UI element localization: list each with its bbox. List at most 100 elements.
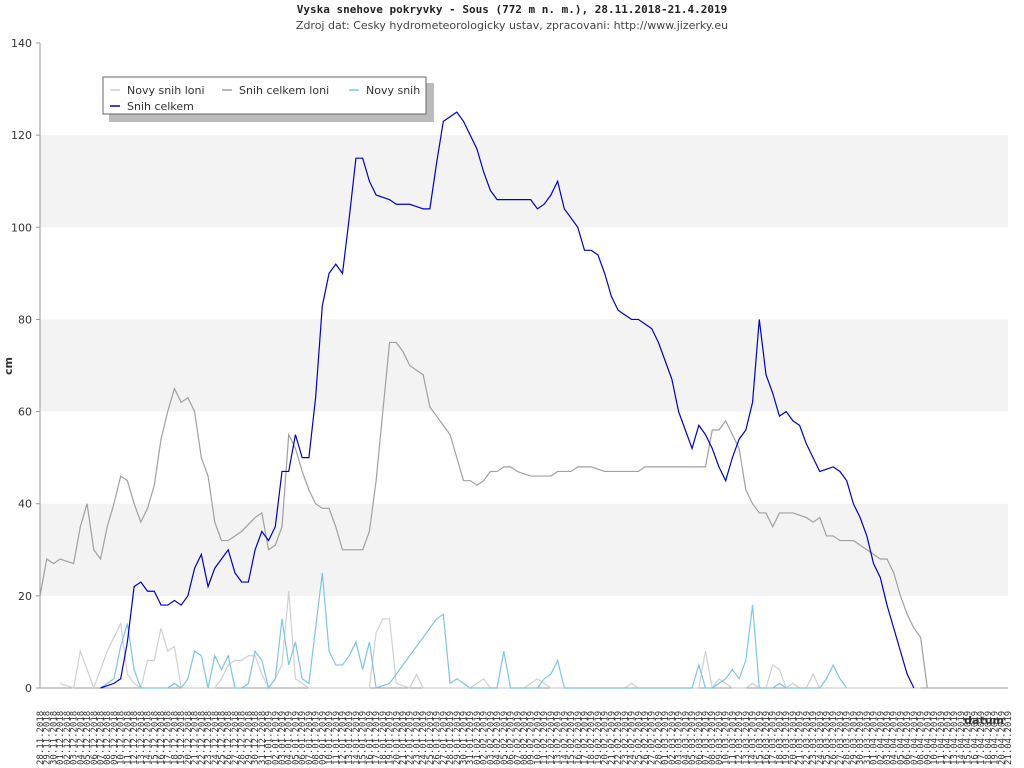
- x-tick-label: 13.02.2019: [554, 711, 564, 765]
- x-tick-label: 10.12.2018: [117, 711, 127, 765]
- x-tick-label: 01.12.2018: [56, 711, 66, 765]
- legend-label: Snih celkem loni: [239, 84, 329, 97]
- x-tick-label: 11.02.2019: [540, 711, 550, 765]
- x-tick-label: 22.02.2019: [614, 711, 624, 765]
- x-tick-label: 05.03.2019: [688, 711, 698, 765]
- x-tick-label: 12.01.2019: [339, 711, 349, 765]
- x-tick-label: 30.12.2018: [251, 711, 261, 765]
- x-tick-label: 13.12.2018: [137, 711, 147, 765]
- x-tick-label: 09.04.2019: [923, 711, 933, 765]
- x-tick-label: 29.11.2018: [43, 711, 53, 765]
- x-tick-label: 26.12.2018: [224, 711, 234, 765]
- x-tick-label: 21.02.2019: [607, 711, 617, 765]
- legend-label: Snih celkem: [127, 100, 194, 113]
- x-tick-label: 16.01.2019: [365, 711, 375, 765]
- x-tick-label: 20.01.2019: [392, 711, 402, 765]
- x-tick-label: 13.03.2019: [742, 711, 752, 765]
- x-tick-label: 05.02.2019: [500, 711, 510, 765]
- series-line: [100, 572, 848, 690]
- x-tick-label: 22.12.2018: [197, 711, 207, 765]
- x-tick-label: 23.12.2018: [204, 711, 214, 765]
- x-tick-label: 15.01.2019: [359, 711, 369, 765]
- x-tick-label: 14.12.2018: [144, 711, 154, 765]
- x-tick-label: 27.12.2018: [231, 711, 241, 765]
- x-tick-label: 15.03.2019: [755, 711, 765, 765]
- x-tick-label: 28.01.2019: [446, 711, 456, 765]
- x-tick-label: 02.01.2019: [271, 711, 281, 765]
- x-tick-label: 19.01.2019: [386, 711, 396, 765]
- x-tick-label: 11.12.2018: [123, 711, 133, 765]
- x-tick-label: 05.04.2019: [896, 711, 906, 765]
- x-tick-label: 11.03.2019: [728, 711, 738, 765]
- x-tick-label: 07.04.2019: [910, 711, 920, 765]
- x-tick-label: 12.02.2019: [547, 711, 557, 765]
- x-tick-label: 29.01.2019: [453, 711, 463, 765]
- x-tick-label: 10.03.2019: [722, 711, 732, 765]
- y-tick-label: 120: [11, 129, 32, 142]
- x-tick-label: 18.02.2019: [587, 711, 597, 765]
- x-tick-label: 08.03.2019: [708, 711, 718, 765]
- x-tick-label: 31.01.2019: [466, 711, 476, 765]
- chart-title: Vyska snehove pokryvky - Sous (772 m n. …: [297, 3, 727, 16]
- x-tick-label: 26.03.2019: [829, 711, 839, 765]
- x-tick-label: 12.03.2019: [735, 711, 745, 765]
- x-tick-label: 07.01.2019: [305, 711, 315, 765]
- x-tick-label: 28.02.2019: [654, 711, 664, 765]
- x-tick-label: 22.03.2019: [802, 711, 812, 765]
- y-tick-label: 140: [11, 37, 32, 50]
- x-tick-label: 12.12.2018: [130, 711, 140, 765]
- x-tick-label: 11.04.2019: [937, 711, 947, 765]
- x-tick-label: 15.04.2019: [964, 711, 974, 765]
- x-tick-label: 21.04.2019: [1004, 711, 1014, 765]
- x-tick-label: 19.04.2019: [991, 711, 1001, 765]
- x-tick-label: 12.04.2019: [944, 711, 954, 765]
- x-tick-label: 23.03.2019: [809, 711, 819, 765]
- x-tick-label: 23.01.2019: [412, 711, 422, 765]
- x-tick-label: 03.04.2019: [883, 711, 893, 765]
- y-axis-label: cm: [2, 357, 15, 375]
- x-tick-label: 17.02.2019: [581, 711, 591, 765]
- x-axis-label: datum: [964, 714, 1004, 727]
- x-tick-label: 30.11.2018: [49, 711, 59, 765]
- x-tick-label: 01.03.2019: [661, 711, 671, 765]
- x-tick-label: 30.03.2019: [856, 711, 866, 765]
- y-tick-label: 40: [18, 498, 32, 511]
- chart-subtitle: Zdroj dat: Cesky hydrometeorologicky ust…: [296, 19, 728, 32]
- x-tick-label: 21.01.2019: [399, 711, 409, 765]
- x-tick-label: 01.04.2019: [870, 711, 880, 765]
- x-tick-label: 31.12.2018: [258, 711, 268, 765]
- x-tick-label: 14.04.2019: [957, 711, 967, 765]
- x-tick-label: 25.12.2018: [218, 711, 228, 765]
- legend-label: Novy snih: [366, 84, 420, 97]
- x-tick-label: 04.04.2019: [890, 711, 900, 765]
- x-tick-label: 18.12.2018: [170, 711, 180, 765]
- x-tick-label: 02.02.2019: [480, 711, 490, 765]
- x-tick-label: 26.02.2019: [641, 711, 651, 765]
- x-tick-label: 06.02.2019: [507, 711, 517, 765]
- x-tick-label: 16.03.2019: [762, 711, 772, 765]
- x-tick-label: 28.12.2018: [238, 711, 248, 765]
- x-tick-label: 25.01.2019: [426, 711, 436, 765]
- x-tick-label: 25.03.2019: [823, 711, 833, 765]
- y-tick-label: 80: [18, 313, 32, 326]
- grid-band: [40, 503, 1008, 596]
- x-tick-label: 28.03.2019: [843, 711, 853, 765]
- x-tick-label: 29.03.2019: [849, 711, 859, 765]
- y-tick-label: 0: [25, 682, 32, 695]
- x-tick-label: 18.01.2019: [379, 711, 389, 765]
- x-tick-label: 24.03.2019: [816, 711, 826, 765]
- x-tick-label: 13.04.2019: [950, 711, 960, 765]
- x-tick-label: 21.03.2019: [796, 711, 806, 765]
- x-tick-label: 09.01.2019: [318, 711, 328, 765]
- x-tick-label: 02.03.2019: [668, 711, 678, 765]
- x-tick-label: 20.04.2019: [997, 711, 1007, 765]
- x-tick-label: 24.01.2019: [419, 711, 429, 765]
- x-tick-label: 20.03.2019: [789, 711, 799, 765]
- x-tick-label: 14.03.2019: [749, 711, 759, 765]
- x-tick-label: 15.02.2019: [567, 711, 577, 765]
- x-tick-label: 17.12.2018: [164, 711, 174, 765]
- x-tick-label: 25.02.2019: [634, 711, 644, 765]
- x-tick-label: 24.12.2018: [211, 711, 221, 765]
- x-tick-label: 06.04.2019: [903, 711, 913, 765]
- x-tick-label: 29.12.2018: [244, 711, 254, 765]
